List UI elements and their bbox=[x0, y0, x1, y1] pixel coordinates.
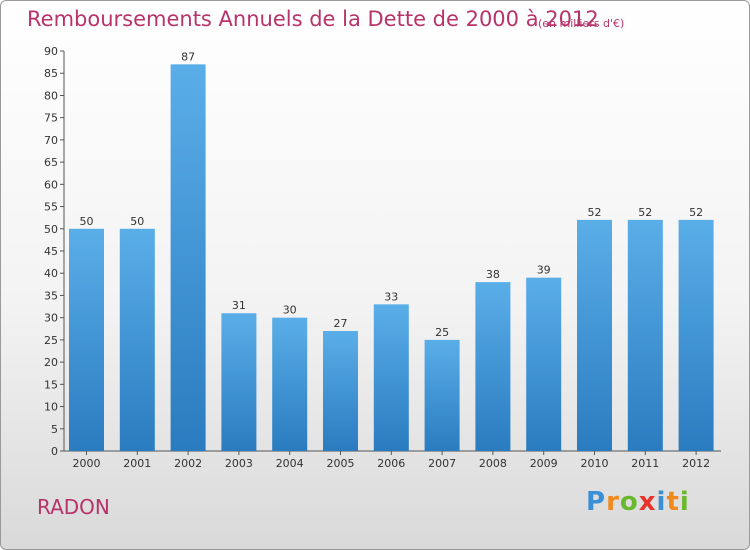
y-tick-label: 55 bbox=[44, 201, 58, 214]
bar bbox=[424, 339, 460, 451]
x-tick-label: 2001 bbox=[123, 457, 151, 470]
proxiti-logo: Proxiti bbox=[586, 487, 690, 517]
data-label: 39 bbox=[537, 264, 551, 277]
bar bbox=[221, 313, 257, 451]
data-label: 31 bbox=[232, 299, 246, 312]
data-label: 50 bbox=[80, 215, 94, 228]
x-tick-label: 2011 bbox=[631, 457, 659, 470]
y-tick-label: 75 bbox=[44, 112, 58, 125]
y-tick-label: 5 bbox=[51, 423, 58, 436]
y-tick-label: 65 bbox=[44, 156, 58, 169]
x-tick-label: 2005 bbox=[327, 457, 355, 470]
data-label: 52 bbox=[588, 206, 602, 219]
y-tick-label: 60 bbox=[44, 178, 58, 191]
bar bbox=[526, 277, 562, 451]
data-label: 25 bbox=[435, 326, 449, 339]
data-label: 52 bbox=[638, 206, 652, 219]
city-name: RADON bbox=[37, 495, 110, 519]
y-tick-label: 50 bbox=[44, 223, 58, 236]
bar bbox=[373, 304, 409, 451]
y-tick-label: 90 bbox=[44, 45, 58, 58]
y-tick-label: 15 bbox=[44, 378, 58, 391]
bar bbox=[170, 64, 206, 452]
y-tick-label: 10 bbox=[44, 401, 58, 414]
y-tick-label: 45 bbox=[44, 245, 58, 258]
data-label: 52 bbox=[689, 206, 703, 219]
bar bbox=[678, 219, 714, 451]
data-label: 33 bbox=[384, 290, 398, 303]
y-tick-label: 80 bbox=[44, 89, 58, 102]
x-tick-label: 2009 bbox=[530, 457, 558, 470]
data-label: 87 bbox=[181, 50, 195, 63]
bar bbox=[577, 219, 612, 451]
y-tick-label: 0 bbox=[51, 445, 58, 458]
x-tick-label: 2002 bbox=[174, 457, 202, 470]
y-tick-label: 30 bbox=[44, 312, 58, 325]
y-tick-label: 25 bbox=[44, 334, 58, 347]
x-tick-label: 2012 bbox=[682, 457, 710, 470]
y-tick-label: 40 bbox=[44, 267, 58, 280]
bar bbox=[272, 317, 308, 451]
y-tick-label: 85 bbox=[44, 67, 58, 80]
y-tick-label: 70 bbox=[44, 134, 58, 147]
chart-subtitle: (en milliers d'€) bbox=[538, 17, 625, 30]
data-label: 50 bbox=[130, 215, 144, 228]
chart-title: Remboursements Annuels de la Dette de 20… bbox=[27, 7, 599, 31]
x-tick-label: 2010 bbox=[581, 457, 609, 470]
x-tick-label: 2006 bbox=[377, 457, 405, 470]
bar bbox=[119, 228, 155, 451]
bar bbox=[627, 219, 663, 451]
x-tick-label: 2004 bbox=[276, 457, 304, 470]
x-tick-label: 2003 bbox=[225, 457, 253, 470]
data-label: 27 bbox=[334, 317, 348, 330]
bar bbox=[323, 331, 358, 451]
y-tick-label: 35 bbox=[44, 289, 58, 302]
x-tick-label: 2008 bbox=[479, 457, 507, 470]
bar bbox=[475, 282, 511, 451]
x-tick-label: 2007 bbox=[428, 457, 456, 470]
data-label: 30 bbox=[283, 304, 297, 317]
bar bbox=[69, 228, 104, 451]
data-label: 38 bbox=[486, 268, 500, 281]
y-tick-label: 20 bbox=[44, 356, 58, 369]
x-tick-label: 2000 bbox=[73, 457, 101, 470]
